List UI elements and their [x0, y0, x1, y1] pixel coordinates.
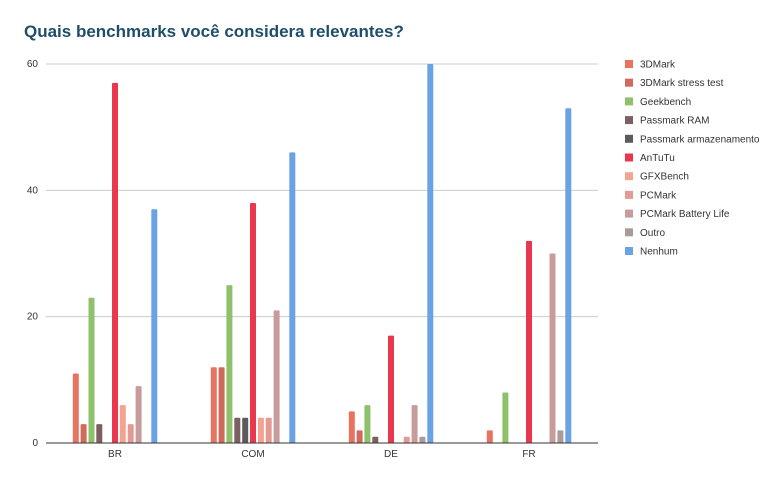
legend-swatch [625, 228, 633, 237]
bar [364, 405, 371, 443]
bar [265, 417, 272, 443]
y-tick-label: 60 [27, 59, 39, 70]
bar [226, 285, 233, 443]
x-tick-label: FR [522, 449, 535, 460]
bar [419, 436, 426, 443]
bar [250, 203, 256, 443]
bar [411, 405, 418, 443]
legend-label: AnTuTu [640, 153, 675, 164]
axes: 0 20 40 60 BR COM DE FR [27, 59, 598, 460]
legend-swatch [625, 97, 633, 106]
legend-swatch [625, 190, 633, 199]
bars [72, 64, 572, 444]
x-tick-label: DE [384, 449, 398, 460]
bar [72, 373, 79, 443]
bar [112, 82, 118, 444]
legend-label: Outro [640, 228, 665, 239]
legend-swatch [625, 247, 633, 255]
y-tick-label: 20 [27, 312, 39, 323]
legend-label: Passmark armazenamento [640, 134, 760, 145]
legend-label: PCMark Battery Life [640, 209, 730, 220]
bar [403, 436, 410, 443]
bar [242, 417, 249, 443]
bar [549, 253, 556, 443]
bar [289, 152, 296, 443]
bar [356, 430, 363, 443]
y-tick-label: 0 [32, 438, 38, 449]
bar [135, 386, 142, 443]
x-tick-label: COM [241, 449, 264, 460]
legend-swatch [625, 172, 633, 181]
legend-label: 3DMark stress test [640, 78, 724, 89]
gridlines [46, 63, 598, 318]
legend-label: Geekbench [640, 97, 691, 108]
bar [388, 335, 394, 443]
legend-swatch [625, 60, 633, 68]
chart-title: Quais benchmarks você considera relevant… [24, 22, 404, 41]
legend-swatch [625, 209, 633, 218]
bar [526, 240, 532, 443]
x-tick-label: BR [108, 449, 122, 460]
bar [273, 310, 280, 443]
bar [557, 430, 564, 443]
legend: 3DMark 3DMark stress test Geekbench Passmar… [625, 60, 760, 258]
bar [119, 405, 126, 443]
bar [151, 209, 158, 443]
bar [88, 297, 95, 443]
bar [96, 424, 103, 443]
legend-label: 3DMark [640, 60, 676, 71]
legend-swatch [625, 153, 633, 162]
bar [257, 417, 264, 443]
bar [372, 436, 379, 443]
bar [80, 424, 87, 443]
legend-swatch [625, 78, 633, 87]
legend-label: Nenhum [640, 247, 678, 258]
bar [565, 108, 572, 443]
legend-swatch [625, 134, 633, 143]
bar [218, 367, 225, 443]
legend-label: Passmark RAM [640, 116, 709, 127]
legend-label: PCMark [640, 190, 677, 201]
bar [427, 64, 434, 443]
bar [127, 424, 134, 443]
y-tick-label: 40 [27, 185, 39, 196]
legend-swatch [625, 116, 633, 125]
bar [234, 417, 241, 443]
legend-label: GFXBench [640, 172, 689, 183]
bar [210, 367, 217, 443]
bar [486, 430, 493, 443]
bar [502, 392, 509, 443]
bar [348, 411, 355, 443]
